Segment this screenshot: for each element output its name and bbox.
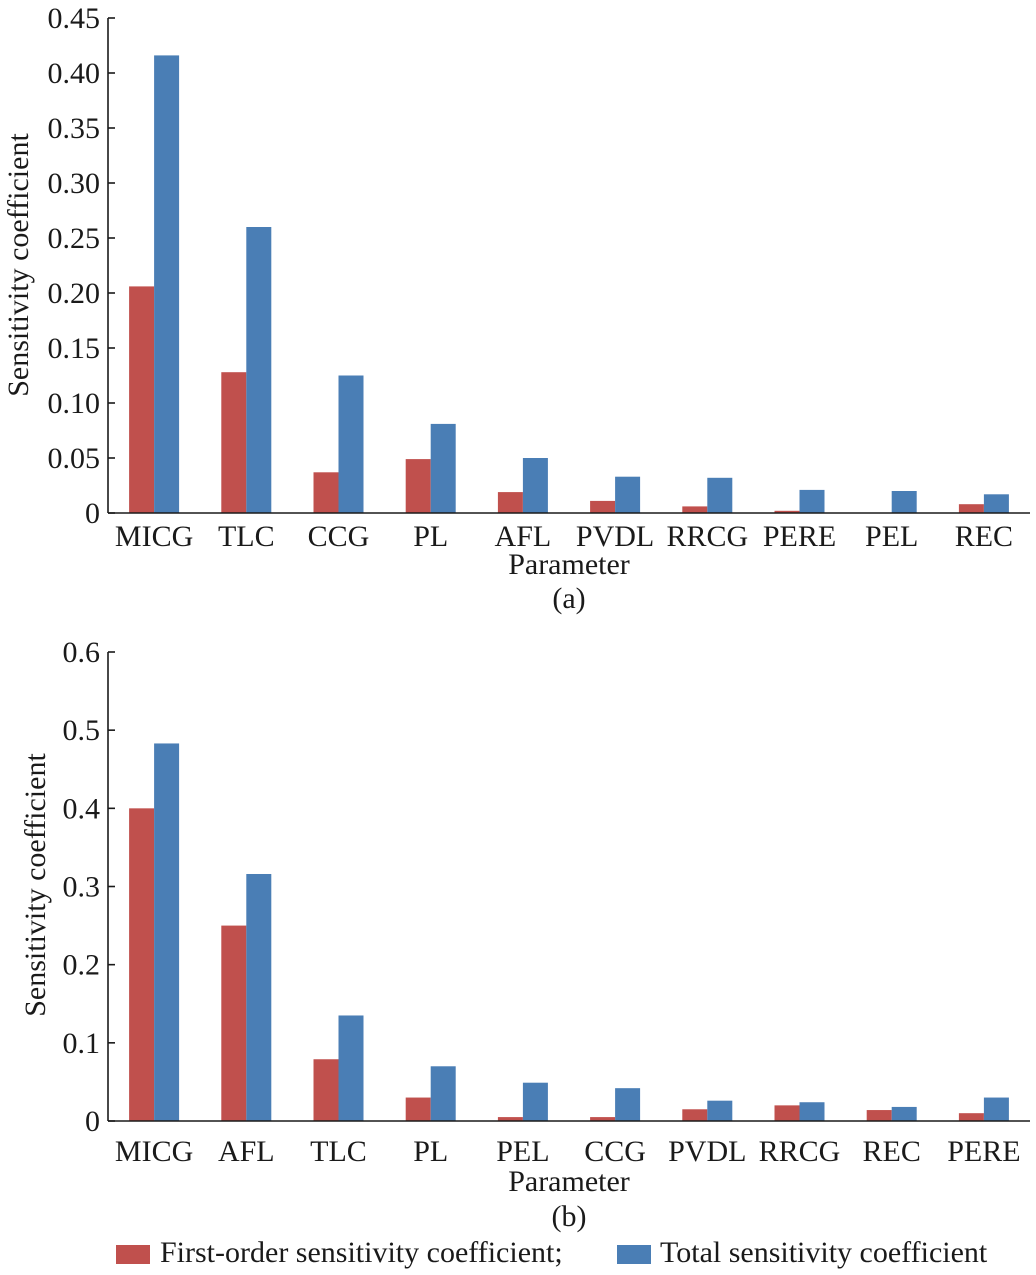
bar-total-rrcg — [799, 1102, 825, 1121]
bar-first-order-ccg — [590, 1117, 616, 1121]
legend-swatch-first-order — [116, 1245, 150, 1264]
bar-first-order-afl — [221, 925, 247, 1121]
bar-total-rec — [983, 494, 1009, 513]
y-tick-label: 0.40 — [48, 57, 101, 90]
y-tick-label: 0.5 — [63, 714, 101, 747]
bar-total-pvdl — [615, 476, 641, 513]
bar-total-pel — [891, 491, 917, 513]
bar-first-order-micg — [129, 808, 155, 1121]
bar-first-order-tlc — [221, 372, 247, 513]
y-tick-label: 0.1 — [63, 1027, 101, 1060]
bar-total-tlc — [338, 1015, 364, 1121]
bar-total-pere — [799, 489, 825, 513]
y-tick-label: 0.10 — [48, 387, 101, 420]
x-tick-label-pvdl: PVDL — [576, 520, 654, 553]
y-axis-title-b: Sensitivity coefficient — [19, 753, 52, 1017]
bar-total-afl — [522, 458, 548, 513]
bar-total-pere — [983, 1097, 1009, 1121]
y-tick-label: 0.05 — [48, 442, 101, 475]
y-tick-label: 0.25 — [48, 222, 101, 255]
y-axis-title-a: Sensitivity coefficient — [2, 133, 35, 397]
bar-total-rec — [891, 1106, 917, 1121]
x-tick-label-tlc: TLC — [218, 520, 275, 553]
x-tick-label-afl: AFL — [495, 520, 552, 553]
legend: First-order sensitivity coefficient; Tot… — [116, 1236, 988, 1269]
x-tick-label-tlc: TLC — [310, 1135, 367, 1168]
panel-label-b: (b) — [552, 1200, 587, 1233]
bar-total-micg — [154, 55, 180, 514]
y-tick-label: 0 — [85, 1105, 100, 1138]
y-tick-label: 0 — [85, 497, 100, 530]
bar-total-rrcg — [707, 477, 733, 513]
bar-total-pvdl — [707, 1100, 733, 1121]
chart-panel-a: 0 0.05 0.10 0.15 0.20 0.25 0.30 0.35 0.40 0.45 MI… — [2, 2, 1030, 615]
bar-total-pl — [430, 1066, 456, 1121]
x-tick-label-pere: PERE — [947, 1135, 1020, 1168]
x-tick-label-ccg: CCG — [584, 1135, 646, 1168]
bar-first-order-tlc — [313, 1059, 339, 1121]
bar-total-pl — [430, 423, 456, 513]
bar-first-order-pere — [958, 1113, 984, 1121]
bar-total-pel — [522, 1082, 548, 1121]
x-tick-label-pere: PERE — [763, 520, 836, 553]
bar-first-order-rec — [866, 1110, 892, 1121]
panel-label-a: (a) — [552, 582, 585, 615]
x-tick-label-micg: MICG — [115, 1135, 193, 1168]
x-tick-label-pel: PEL — [865, 520, 918, 553]
bar-total-ccg — [338, 375, 364, 513]
y-tick-label: 0.2 — [63, 949, 101, 982]
legend-label-first-order: First-order sensitivity coefficient; — [160, 1236, 563, 1269]
y-tick-label: 0.3 — [63, 871, 101, 904]
bars-panel-a — [129, 55, 1009, 514]
bar-first-order-rrcg — [682, 506, 708, 513]
x-tick-label-rec: REC — [955, 520, 1013, 553]
x-tick-label-pl: PL — [413, 1135, 448, 1168]
x-tick-label-rec: REC — [863, 1135, 921, 1168]
x-tick-labels-panel-b: MICG AFL TLC PL PEL CCG PVDL RRCG REC PERE — [115, 1135, 1021, 1168]
y-tick-label: 0.4 — [63, 792, 101, 825]
bars-panel-b — [129, 743, 1009, 1121]
x-axis-title-b: Parameter — [508, 1165, 630, 1198]
axes-panel-a — [107, 18, 1030, 514]
y-tick-label: 0.6 — [63, 636, 101, 669]
bar-total-ccg — [615, 1088, 641, 1121]
x-tick-label-pvdl: PVDL — [668, 1135, 746, 1168]
y-ticks-panel-a: 0 0.05 0.10 0.15 0.20 0.25 0.30 0.35 0.40 0.45 — [48, 2, 115, 530]
x-tick-label-rrcg: RRCG — [759, 1135, 841, 1168]
bar-first-order-pel — [497, 1117, 523, 1121]
bar-total-afl — [246, 873, 272, 1121]
x-tick-label-ccg: CCG — [308, 520, 370, 553]
bar-first-order-micg — [129, 286, 155, 513]
bar-first-order-afl — [497, 492, 523, 513]
x-tick-label-pl: PL — [413, 520, 448, 553]
bar-first-order-rec — [958, 504, 984, 513]
bar-first-order-pvdl — [682, 1109, 708, 1121]
legend-label-total: Total sensitivity coefficient — [660, 1236, 988, 1269]
y-tick-label: 0.30 — [48, 167, 101, 200]
x-tick-label-rrcg: RRCG — [666, 520, 748, 553]
bar-first-order-ccg — [313, 472, 339, 513]
bar-first-order-pl — [405, 459, 431, 513]
y-tick-label: 0.35 — [48, 112, 101, 145]
legend-swatch-total — [617, 1245, 651, 1264]
y-tick-label: 0.45 — [48, 2, 101, 35]
x-axis-title-a: Parameter — [508, 548, 630, 581]
bar-first-order-pl — [405, 1097, 431, 1121]
y-ticks-panel-b: 0 0.1 0.2 0.3 0.4 0.5 0.6 — [63, 636, 115, 1138]
bar-first-order-pvdl — [590, 500, 616, 513]
x-tick-label-pel: PEL — [496, 1135, 549, 1168]
bar-first-order-pere — [774, 510, 800, 513]
x-tick-label-afl: AFL — [218, 1135, 275, 1168]
x-tick-labels-panel-a: MICG TLC CCG PL AFL PVDL RRCG PERE PEL REC — [115, 520, 1013, 553]
x-tick-label-micg: MICG — [115, 520, 193, 553]
bar-total-tlc — [246, 227, 272, 513]
bar-total-micg — [154, 743, 180, 1121]
y-tick-label: 0.20 — [48, 277, 101, 310]
chart-panel-b: 0 0.1 0.2 0.3 0.4 0.5 0.6 MICG AFL TLC PL PEL CCG PV… — [19, 636, 1030, 1233]
y-tick-label: 0.15 — [48, 332, 101, 365]
bar-first-order-rrcg — [774, 1105, 800, 1121]
